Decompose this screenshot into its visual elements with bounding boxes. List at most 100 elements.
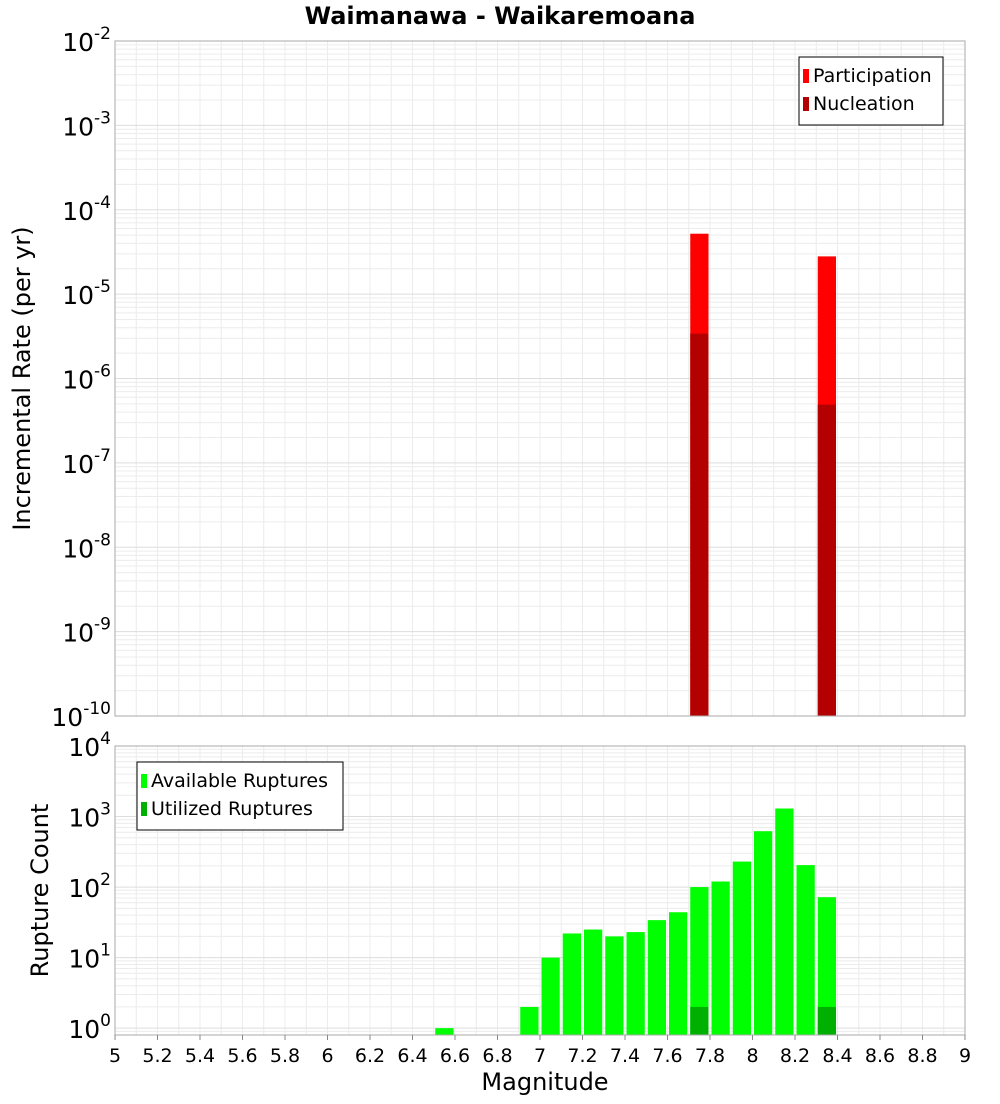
bar-available-ruptures xyxy=(584,929,603,1035)
chart-title: Waimanawa - Waikaremoana xyxy=(304,2,696,30)
legend-label: Utilized Ruptures xyxy=(151,798,313,820)
y-tick-base: 10 xyxy=(62,197,94,226)
y-tick-base: 10 xyxy=(68,1015,100,1044)
y-tick-exponent: -10 xyxy=(83,699,111,719)
y-tick-label: 10-8 xyxy=(62,530,111,563)
y-tick-base: 10 xyxy=(62,28,94,57)
plot-frame xyxy=(114,40,966,717)
y-tick-label: 103 xyxy=(68,800,111,833)
bar-utilized-ruptures xyxy=(690,1006,709,1035)
bar-available-ruptures xyxy=(541,957,560,1035)
y-axis-label: Incremental Rate (per yr) xyxy=(8,226,36,530)
x-tick-label: 7.6 xyxy=(652,1045,682,1067)
bar-available-ruptures xyxy=(711,881,730,1035)
y-tick-base: 10 xyxy=(51,703,83,732)
y-tick-base: 10 xyxy=(62,619,94,648)
legend-swatch xyxy=(803,69,809,83)
legend-swatch xyxy=(141,774,147,788)
x-tick-label: 7.4 xyxy=(610,1045,640,1067)
x-tick-label: 6.2 xyxy=(355,1045,385,1067)
bar-available-ruptures xyxy=(562,933,581,1035)
bar-available-ruptures xyxy=(520,1006,539,1035)
x-tick-label: 9 xyxy=(959,1045,971,1067)
bar-available-ruptures xyxy=(754,831,773,1035)
legend: Participation Nucleation xyxy=(798,56,944,126)
y-axis-label: Rupture Count xyxy=(26,804,54,978)
y-tick-exponent: -8 xyxy=(94,530,111,550)
y-tick-exponent: -5 xyxy=(94,277,111,297)
y-tick-label: 10-2 xyxy=(62,24,111,57)
x-tick-label: 5.2 xyxy=(142,1045,172,1067)
bar-available-ruptures xyxy=(775,808,794,1035)
panel-1: 10-1010-910-810-710-610-510-410-310-2Inc… xyxy=(8,24,966,732)
x-tick-label: 7.2 xyxy=(567,1045,597,1067)
legend-swatch xyxy=(141,802,147,816)
y-tick-label: 10-10 xyxy=(51,699,111,732)
x-tick-label: 6.6 xyxy=(440,1045,470,1067)
y-tick-base: 10 xyxy=(62,112,94,141)
legend-label: Participation xyxy=(813,65,932,87)
y-tick-label: 10-9 xyxy=(62,615,111,648)
x-tick-label: 7 xyxy=(534,1045,546,1067)
y-tick-exponent: -9 xyxy=(94,615,111,635)
legend: Available Ruptures Utilized Ruptures xyxy=(136,761,344,831)
y-tick-label: 101 xyxy=(68,941,111,974)
y-tick-base: 10 xyxy=(62,281,94,310)
y-tick-base: 10 xyxy=(68,945,100,974)
y-tick-base: 10 xyxy=(68,804,100,833)
bar-available-ruptures xyxy=(796,865,815,1035)
bar-available-ruptures xyxy=(435,1028,454,1035)
y-tick-label: 10-3 xyxy=(62,108,111,141)
bar-utilized-ruptures xyxy=(817,1006,836,1035)
x-tick-label: 5 xyxy=(109,1045,121,1067)
x-axis-label: Magnitude xyxy=(481,1068,608,1096)
y-tick-exponent: 1 xyxy=(100,941,111,961)
x-tick-label: 7.8 xyxy=(695,1045,725,1067)
y-tick-exponent: -3 xyxy=(94,108,111,128)
x-tick-label: 6.4 xyxy=(397,1045,427,1067)
y-tick-label: 10-5 xyxy=(62,277,111,310)
y-tick-base: 10 xyxy=(68,874,100,903)
y-tick-label: 104 xyxy=(68,729,111,762)
y-tick-base: 10 xyxy=(62,450,94,479)
bar-available-ruptures xyxy=(647,920,666,1035)
y-tick-exponent: -6 xyxy=(94,362,111,382)
bar-nucleation xyxy=(817,404,836,716)
legend-swatch xyxy=(803,97,809,111)
x-tick-label: 5.6 xyxy=(227,1045,257,1067)
y-tick-exponent: 4 xyxy=(100,729,111,749)
y-tick-exponent: -4 xyxy=(94,193,111,213)
x-tick-label: 6.8 xyxy=(482,1045,512,1067)
y-tick-exponent: 3 xyxy=(100,800,111,820)
x-tick-label: 8 xyxy=(746,1045,758,1067)
legend-label: Available Ruptures xyxy=(151,770,328,792)
bar-available-ruptures xyxy=(605,936,624,1035)
x-tick-label: 5.8 xyxy=(270,1045,300,1067)
bar-available-ruptures xyxy=(669,912,688,1035)
x-tick-label: 8.8 xyxy=(907,1045,937,1067)
legend-box xyxy=(136,761,344,831)
y-tick-base: 10 xyxy=(68,733,100,762)
legend-label: Nucleation xyxy=(813,93,915,115)
legend-box xyxy=(798,56,944,126)
bar-available-ruptures xyxy=(817,897,836,1035)
bar-available-ruptures xyxy=(690,887,709,1035)
y-tick-exponent: -2 xyxy=(94,24,111,44)
y-tick-exponent: 2 xyxy=(100,870,111,890)
y-tick-label: 100 xyxy=(68,1011,111,1044)
x-tick-label: 5.4 xyxy=(185,1045,215,1067)
x-tick-label: 8.6 xyxy=(865,1045,895,1067)
y-tick-label: 102 xyxy=(68,870,111,903)
bar-available-ruptures xyxy=(732,861,751,1035)
bar-nucleation xyxy=(690,333,709,716)
x-tick-label: 6 xyxy=(321,1045,333,1067)
y-tick-exponent: 0 xyxy=(100,1011,111,1031)
y-tick-label: 10-4 xyxy=(62,193,111,226)
bar-available-ruptures xyxy=(626,932,645,1035)
y-tick-label: 10-6 xyxy=(62,362,111,395)
y-tick-label: 10-7 xyxy=(62,446,111,479)
y-tick-base: 10 xyxy=(62,366,94,395)
